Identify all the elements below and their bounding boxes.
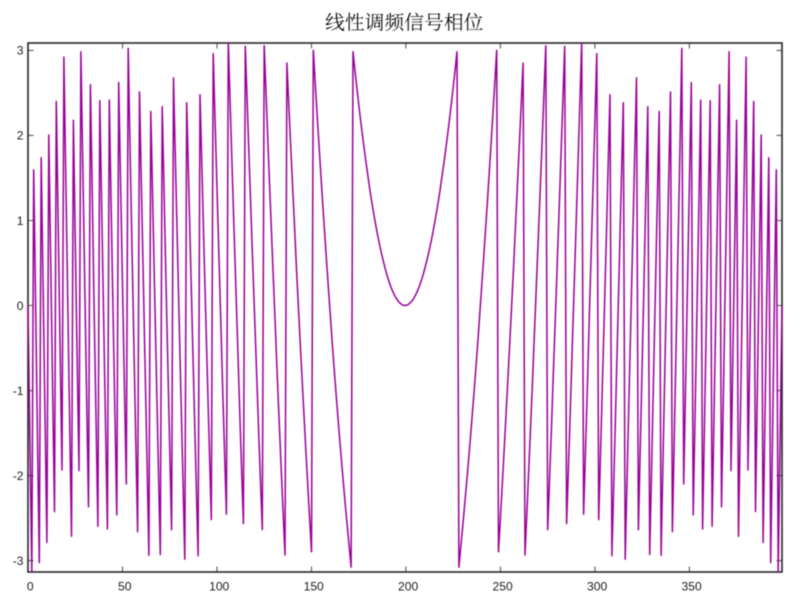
svg-text:200: 200 [398,580,418,594]
svg-text:150: 150 [304,580,324,594]
svg-text:50: 50 [118,580,132,594]
svg-text:1: 1 [17,214,24,228]
svg-text:-2: -2 [13,469,24,483]
svg-text:0: 0 [17,299,24,313]
svg-text:-1: -1 [13,384,24,398]
svg-text:350: 350 [682,580,702,594]
svg-text:250: 250 [493,580,513,594]
svg-text:2: 2 [17,129,24,143]
svg-text:3: 3 [17,44,24,58]
svg-text:0: 0 [27,580,34,594]
svg-text:100: 100 [209,580,229,594]
svg-text:300: 300 [587,580,607,594]
svg-text:-3: -3 [13,554,24,568]
